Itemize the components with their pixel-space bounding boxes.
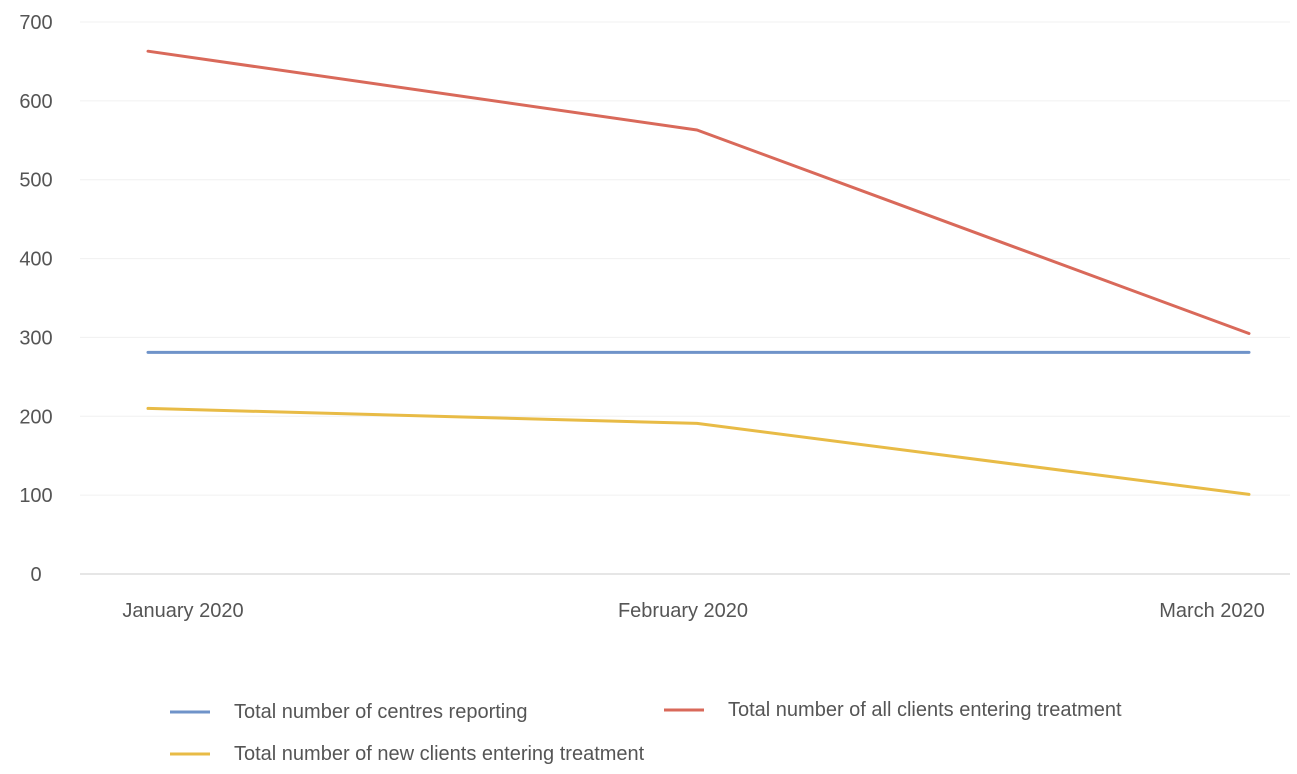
y-tick-label: 600 xyxy=(19,91,52,113)
gridlines xyxy=(80,21,1290,496)
y-tick-label: 300 xyxy=(19,327,52,349)
series-lines xyxy=(146,49,1251,496)
legend-item: Total number of new clients entering tre… xyxy=(170,743,645,765)
y-tick-label: 500 xyxy=(19,170,52,192)
series-line-3 xyxy=(146,406,1251,496)
x-axis-tick-labels: January 2020 February 2020 March 2020 xyxy=(122,600,1264,622)
legend-label: Total number of centres reporting xyxy=(234,701,528,723)
x-tick-label: January 2020 xyxy=(122,600,243,622)
x-tick-label: March 2020 xyxy=(1159,600,1265,622)
legend-item: Total number of all clients entering tre… xyxy=(664,699,1122,721)
x-tick-label: February 2020 xyxy=(618,600,748,622)
y-tick-label: 400 xyxy=(19,249,52,271)
y-tick-label: 100 xyxy=(19,485,52,507)
legend: Total number of centres reporting Total n… xyxy=(170,699,1122,765)
series-line-2 xyxy=(146,49,1251,335)
legend-label: Total number of new clients entering tre… xyxy=(234,743,645,765)
y-tick-label: 0 xyxy=(30,564,41,586)
y-axis-tick-labels: 0 100 200 300 400 500 600 700 xyxy=(19,12,52,586)
y-tick-label: 700 xyxy=(19,12,52,34)
legend-label: Total number of all clients entering tre… xyxy=(728,699,1122,721)
legend-item: Total number of centres reporting xyxy=(170,701,528,723)
y-tick-label: 200 xyxy=(19,406,52,428)
